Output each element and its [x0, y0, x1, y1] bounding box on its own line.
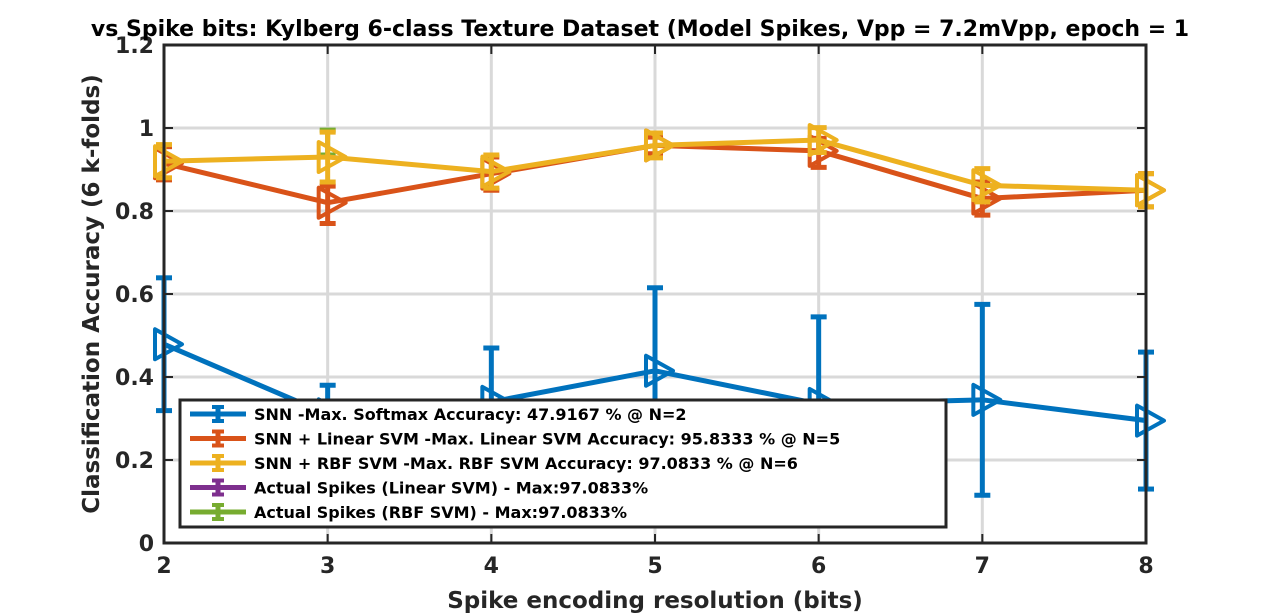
legend-label: SNN -Max. Softmax Accuracy: 47.9167 % @ …	[254, 405, 687, 424]
y-tick-label: 0.4	[115, 366, 154, 391]
x-tick-label: 6	[811, 554, 826, 579]
data-point	[153, 327, 184, 362]
data-point	[316, 185, 348, 220]
y-tick-label: 0	[139, 532, 154, 557]
legend-label: SNN + RBF SVM -Max. RBF SVM Accuracy: 97…	[254, 454, 798, 473]
legend-box	[178, 398, 948, 529]
y-tick-label: 0.2	[115, 449, 154, 474]
data-point	[153, 144, 184, 179]
data-point	[644, 353, 675, 388]
series-line	[163, 137, 1147, 193]
x-axis-label: Spike encoding resolution (bits)	[447, 588, 863, 614]
data-point	[1135, 403, 1166, 438]
data-point	[1135, 173, 1166, 208]
y-tick-label: 1	[139, 117, 154, 142]
data-point	[807, 123, 839, 158]
x-tick-label: 3	[320, 554, 335, 579]
data-point	[644, 128, 675, 163]
x-tick-label: 2	[156, 554, 171, 579]
y-tick-label: 1.2	[115, 34, 154, 59]
data-point	[316, 140, 348, 175]
data-point	[971, 382, 1003, 417]
data-point	[971, 168, 1003, 203]
series-rbf	[153, 123, 1166, 210]
x-tick-label: 4	[484, 554, 499, 579]
x-tick-label: 7	[975, 554, 990, 579]
y-axis-label: Classification Accuracy (6 k-folds)	[79, 74, 105, 513]
legend-label: Actual Spikes (Linear SVM) - Max:97.0833…	[254, 479, 648, 498]
x-tick-label: 5	[647, 554, 662, 579]
chart-title: vs Spike bits: Kylberg 6-class Texture D…	[91, 17, 1189, 42]
y-tick-label: 0.8	[115, 200, 154, 225]
tick-labels: 2 3 4 5 6 7 8 0 0.2 0.4 0.6 0.8 1 1.2	[115, 34, 1154, 579]
legend-label: SNN + Linear SVM -Max. Linear SVM Accura…	[254, 430, 840, 449]
x-tick-label: 8	[1138, 554, 1153, 579]
y-tick-label: 0.6	[115, 283, 154, 308]
legend: SNN -Max. Softmax Accuracy: 47.9167 % @ …	[178, 398, 948, 529]
legend-label: Actual Spikes (RBF SVM) - Max:97.0833%	[254, 503, 627, 522]
data-point	[480, 154, 512, 189]
